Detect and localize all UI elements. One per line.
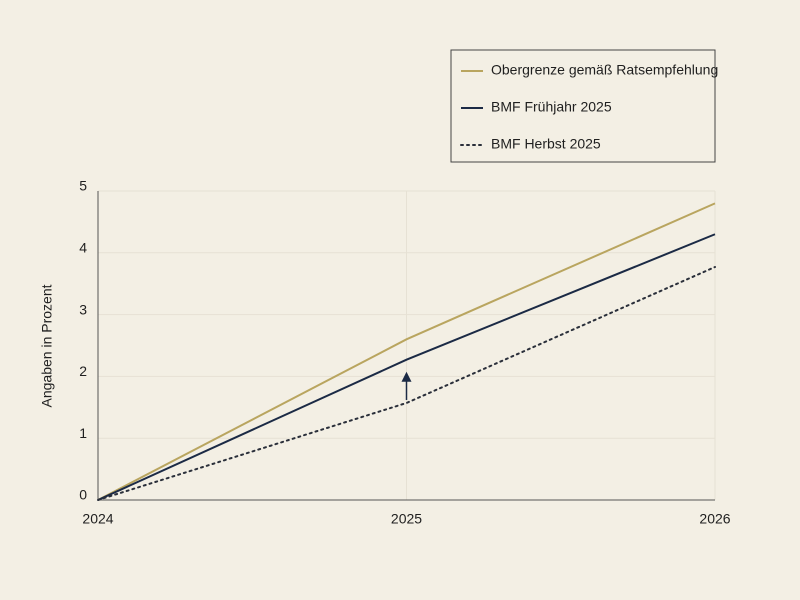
- x-tick-label: 2026: [699, 511, 730, 527]
- line-series: [97, 233, 716, 501]
- line-series: [97, 266, 716, 501]
- x-tick-label: 2024: [82, 511, 113, 527]
- x-tick-label: 2025: [391, 511, 422, 527]
- y-axis-label: Angaben in Prozent: [39, 284, 55, 407]
- line-series: [97, 202, 716, 501]
- arrow-head: [401, 371, 412, 382]
- y-tick-label: 0: [79, 487, 87, 503]
- legend-label: BMF Herbst 2025: [491, 136, 601, 152]
- legend-box: [450, 49, 716, 163]
- y-tick-label: 2: [79, 363, 87, 379]
- legend-label: Obergrenze gemäß Ratsempfehlung: [491, 62, 718, 78]
- y-tick-label: 5: [79, 178, 87, 194]
- legend-label: BMF Frühjahr 2025: [491, 99, 612, 115]
- y-tick-label: 4: [79, 240, 87, 256]
- y-tick-label: 3: [79, 301, 87, 317]
- y-tick-label: 1: [79, 425, 87, 441]
